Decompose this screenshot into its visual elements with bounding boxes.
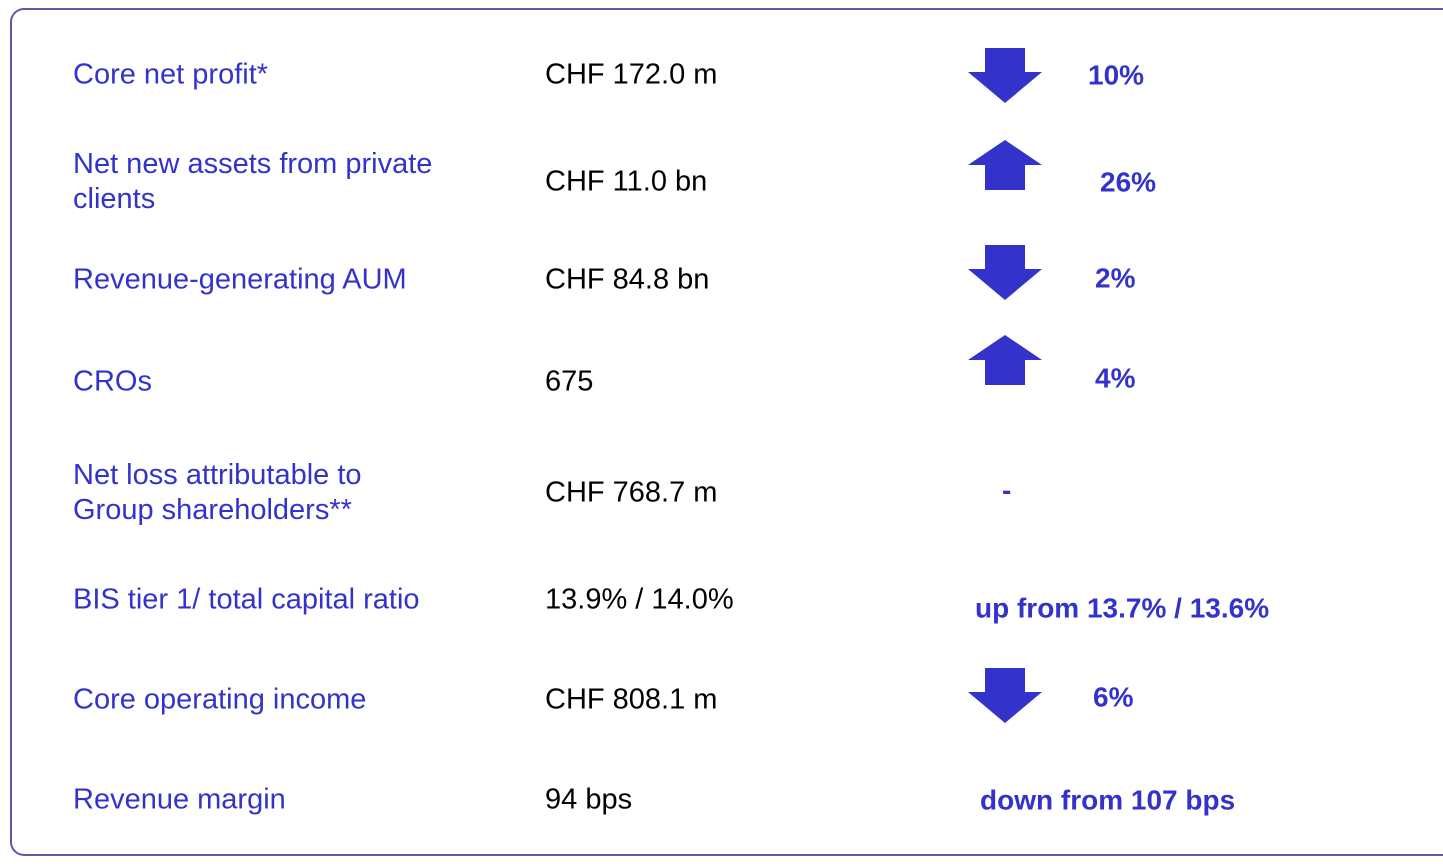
label-line: Group shareholders** bbox=[73, 494, 352, 526]
row-label: BIS tier 1/ total capital ratio bbox=[73, 583, 420, 618]
label-line: Revenue margin bbox=[73, 783, 286, 816]
row-value: CHF 11.0 bn bbox=[545, 165, 708, 198]
row-label: CROs bbox=[73, 365, 152, 400]
row-label: Revenue-generating AUM bbox=[73, 263, 407, 298]
row-change: 26% bbox=[1100, 166, 1157, 198]
row-value: CHF 84.8 bn bbox=[545, 263, 710, 296]
row-change: 10% bbox=[1088, 59, 1145, 91]
row-value: 675 bbox=[545, 365, 594, 398]
row-label: Net loss attributable to Group shareholde… bbox=[73, 458, 362, 528]
label-line: Net new assets from private bbox=[73, 148, 433, 180]
row-value: 13.9% / 14.0% bbox=[545, 583, 734, 616]
row-label: Net new assets from private clients bbox=[73, 147, 432, 217]
label-line: clients bbox=[73, 183, 156, 215]
row-change: 2% bbox=[1095, 262, 1136, 294]
row-label: Core net profit* bbox=[73, 58, 268, 93]
row-label: Revenue margin bbox=[73, 783, 286, 818]
label-line: Core operating income bbox=[73, 683, 367, 716]
arrow-down bbox=[968, 48, 1042, 103]
row-change: up from 13.7% / 13.6% bbox=[975, 592, 1270, 624]
label-line: CROs bbox=[73, 365, 152, 398]
frame bbox=[10, 8, 1443, 856]
arrow-down bbox=[968, 668, 1042, 723]
row-change: 4% bbox=[1095, 362, 1136, 394]
row-change: - bbox=[1002, 474, 1012, 506]
row-change: down from 107 bps bbox=[980, 784, 1236, 816]
label-line: Revenue-generating AUM bbox=[73, 263, 407, 296]
label-line: BIS tier 1/ total capital ratio bbox=[73, 583, 420, 616]
arrow-up bbox=[968, 335, 1042, 385]
row-value: 94 bps bbox=[545, 783, 633, 816]
row-change: 6% bbox=[1093, 681, 1134, 713]
arrow-down bbox=[968, 245, 1042, 300]
label-line: Net loss attributable to bbox=[73, 459, 362, 491]
row-label: Core operating income bbox=[73, 683, 366, 718]
row-value: CHF 808.1 m bbox=[545, 683, 718, 716]
label-line: Core net profit* bbox=[73, 58, 269, 91]
arrow-up bbox=[968, 140, 1042, 190]
row-value: CHF 172.0 m bbox=[545, 58, 718, 91]
row-value: CHF 768.7 m bbox=[545, 476, 718, 509]
